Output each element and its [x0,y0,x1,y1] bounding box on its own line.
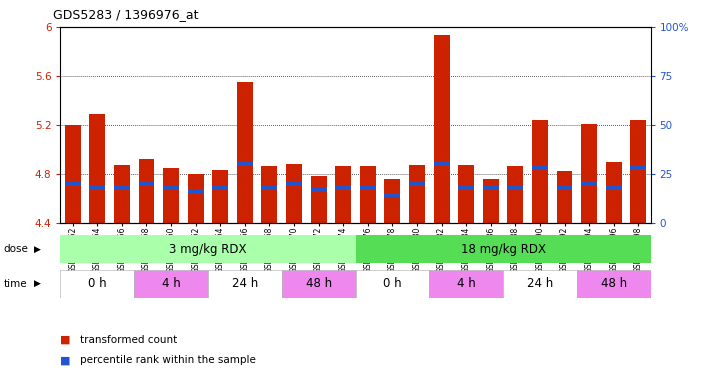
Bar [508,166,523,223]
Bar [90,185,105,190]
Bar [188,189,203,194]
Bar [434,162,449,166]
Bar [434,35,449,223]
Text: 24 h: 24 h [527,277,553,290]
Bar [163,168,179,223]
Bar [65,125,81,223]
Text: 3 mg/kg RDX: 3 mg/kg RDX [169,243,247,256]
Bar [134,270,208,298]
Text: 0 h: 0 h [88,277,107,290]
Bar [90,114,105,223]
Bar [286,181,302,186]
Bar [385,179,400,223]
Bar [581,181,597,186]
Bar [360,166,376,223]
Bar [503,270,577,298]
Bar [237,82,253,223]
Bar [385,193,400,197]
Bar [508,185,523,190]
Bar [630,166,646,170]
Bar [114,165,130,223]
Bar [139,181,154,186]
Bar [409,181,425,186]
Text: 18 mg/kg RDX: 18 mg/kg RDX [461,243,545,256]
Bar [483,185,498,190]
Bar [557,171,572,223]
Bar [557,185,572,190]
Bar [577,270,651,298]
Text: 24 h: 24 h [232,277,258,290]
Bar [139,159,154,223]
Bar [335,185,351,190]
Bar [311,176,326,223]
Bar [483,179,498,223]
Bar [163,185,179,190]
Bar [237,162,253,166]
Bar [188,174,203,223]
Bar [356,235,651,263]
Text: ▶: ▶ [34,279,41,288]
Bar [458,165,474,223]
Bar [65,181,81,186]
Text: transformed count: transformed count [80,335,178,345]
Bar [262,166,277,223]
Text: 48 h: 48 h [601,277,626,290]
Bar [458,185,474,190]
Text: dose: dose [4,244,28,254]
Bar [409,165,425,223]
Bar [606,162,621,223]
Bar [60,270,134,298]
Bar [581,124,597,223]
Bar [360,185,376,190]
Bar [262,185,277,190]
Bar [311,187,326,192]
Text: percentile rank within the sample: percentile rank within the sample [80,355,256,365]
Text: ▶: ▶ [34,245,41,254]
Bar [208,270,282,298]
Bar [356,270,429,298]
Bar [630,120,646,223]
Text: 4 h: 4 h [456,277,476,290]
Bar [335,166,351,223]
Bar [286,164,302,223]
Bar [114,185,130,190]
Text: 0 h: 0 h [383,277,402,290]
Bar [60,235,356,263]
Bar [532,120,548,223]
Text: ■: ■ [60,335,71,345]
Text: 48 h: 48 h [306,277,331,290]
Bar [532,166,548,170]
Bar [429,270,503,298]
Bar [606,185,621,190]
Text: GDS5283 / 1396976_at: GDS5283 / 1396976_at [53,8,199,21]
Bar [213,170,228,223]
Text: time: time [4,279,27,289]
Bar [282,270,356,298]
Text: ■: ■ [60,355,71,365]
Text: 4 h: 4 h [161,277,181,290]
Bar [213,185,228,190]
